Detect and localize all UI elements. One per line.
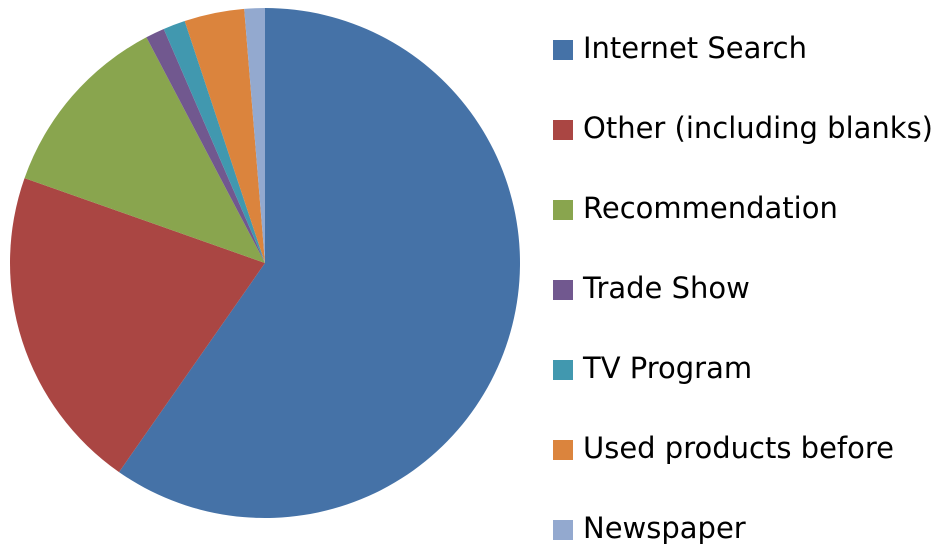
legend-label: Internet Search — [583, 31, 807, 65]
legend-label: Trade Show — [582, 271, 750, 305]
pie-slice — [184, 8, 265, 263]
legend-swatch — [553, 200, 573, 220]
pie-slice — [24, 37, 265, 263]
legend-swatch — [553, 360, 573, 380]
pie-slice — [9, 178, 265, 473]
legend-label: Other (including blanks) — [583, 111, 933, 145]
legend-label: Recommendation — [583, 191, 838, 225]
legend-swatch — [553, 120, 573, 140]
pie-slice — [119, 8, 520, 518]
legend-label: Newspaper — [583, 511, 746, 545]
pie-slice — [146, 28, 265, 264]
pie-slice — [244, 8, 265, 263]
legend-label: Used products before — [583, 431, 894, 465]
legend-label: TV Program — [582, 351, 752, 385]
legend-swatch — [553, 520, 573, 540]
pie-slice — [163, 20, 265, 263]
legend-swatch — [553, 40, 573, 60]
legend-swatch — [553, 440, 573, 460]
legend-swatch — [553, 280, 573, 300]
